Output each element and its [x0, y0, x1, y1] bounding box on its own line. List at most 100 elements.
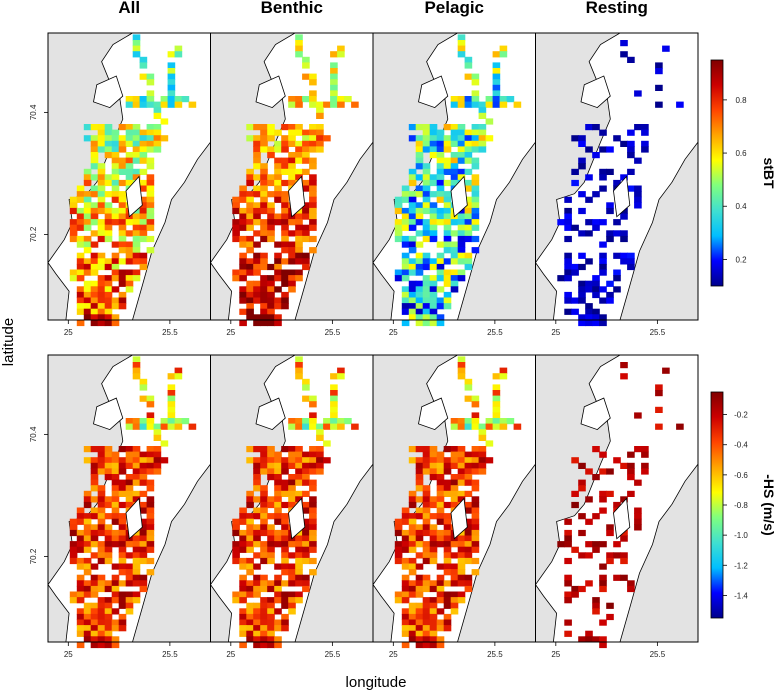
heat-cell: [627, 580, 635, 587]
heat-cell: [97, 507, 106, 514]
heat-cell: [302, 202, 310, 209]
heat-cell: [401, 291, 410, 299]
heat-cell: [422, 291, 431, 299]
heat-cell: [309, 196, 317, 203]
heat-cell: [401, 319, 410, 327]
heat-cell: [83, 496, 92, 503]
heat-cell: [232, 230, 240, 237]
heat-cell: [90, 135, 99, 142]
heat-cell: [167, 90, 176, 97]
heat-cell: [457, 496, 466, 503]
heat-cell: [478, 140, 487, 147]
heat-cell: [90, 269, 99, 276]
heat-cell: [253, 241, 261, 248]
heat-cell: [620, 51, 628, 58]
heat-cell: [139, 196, 148, 203]
island: [450, 497, 468, 540]
heat-cell: [295, 174, 303, 181]
heat-cell: [281, 563, 289, 570]
heat-cell: [97, 625, 106, 632]
heat-cell: [232, 557, 240, 565]
heat-cell: [295, 468, 303, 475]
heat-cell: [288, 580, 296, 587]
heat-cell: [415, 507, 424, 514]
heat-cell: [111, 608, 120, 615]
heat-cell: [499, 367, 508, 374]
heat-cell: [281, 124, 289, 131]
heat-cell: [246, 630, 254, 637]
heat-cell: [302, 230, 310, 237]
heat-cell: [118, 269, 127, 276]
heat-cell: [83, 541, 92, 548]
heat-cell: [415, 641, 424, 649]
heat-cell: [260, 224, 268, 231]
heat-cell: [97, 207, 106, 215]
heat-cell: [464, 468, 473, 475]
heat-cell: [295, 124, 303, 131]
heat-cell: [288, 485, 296, 492]
heat-cell: [83, 207, 92, 215]
heat-cell: [288, 418, 296, 425]
heat-cell: [288, 101, 296, 108]
heat-cell: [585, 286, 593, 293]
heat-cell: [267, 297, 275, 304]
heat-cell: [76, 241, 85, 248]
heat-cell: [492, 412, 501, 419]
x-tick-label: 25.5: [325, 328, 341, 337]
heat-cell: [564, 263, 572, 271]
heat-cell: [246, 585, 254, 593]
heat-cell: [118, 168, 127, 175]
heat-cell: [578, 485, 586, 492]
heat-cell: [174, 367, 183, 374]
heat-cell: [132, 252, 141, 259]
heat-cell: [309, 90, 317, 97]
heat-cell: [429, 230, 438, 237]
heat-cell: [260, 140, 268, 147]
heat-cell: [436, 563, 445, 570]
heat-cell: [104, 297, 113, 304]
heat-cell: [443, 135, 452, 142]
heat-cell: [232, 518, 240, 525]
heat-cell: [260, 457, 268, 464]
heat-cell: [260, 602, 268, 609]
heat-cell: [401, 286, 410, 293]
heat-cell: [90, 213, 99, 220]
heat-cell: [83, 263, 92, 271]
heat-cell: [97, 140, 106, 147]
heat-cell: [132, 373, 141, 380]
heat-cell: [253, 213, 261, 220]
heat-cell: [125, 490, 134, 497]
heat-cell: [436, 174, 445, 181]
heat-cell: [309, 485, 317, 492]
heat-cell: [160, 418, 169, 425]
heat-cell: [429, 496, 438, 503]
heat-cell: [436, 541, 445, 548]
heat-cell: [125, 258, 134, 265]
heat-cell: [450, 474, 459, 481]
heat-cell: [90, 258, 99, 265]
heat-cell: [471, 507, 480, 514]
heat-cell: [246, 191, 254, 198]
heat-cell: [415, 613, 424, 621]
heat-cell: [578, 291, 586, 299]
heat-cell: [422, 546, 431, 553]
heat-cell: [125, 479, 134, 486]
heat-cell: [450, 252, 459, 259]
heat-cell: [146, 191, 155, 198]
heat-cell: [118, 580, 127, 587]
heat-cell: [302, 140, 310, 147]
heat-cell: [274, 608, 282, 615]
heat-cell: [295, 269, 303, 276]
heat-cell: [274, 286, 282, 293]
heat-cell: [295, 451, 303, 458]
heat-cell: [295, 241, 303, 248]
heat-cell: [606, 146, 614, 153]
heat-cell: [450, 163, 459, 170]
heat-cell: [457, 367, 466, 374]
heat-cell: [253, 191, 261, 198]
heat-cell: [436, 485, 445, 492]
heat-cell: [104, 280, 113, 287]
heat-cell: [281, 207, 289, 215]
heat-cell: [288, 490, 296, 497]
heat-cell: [316, 124, 324, 131]
